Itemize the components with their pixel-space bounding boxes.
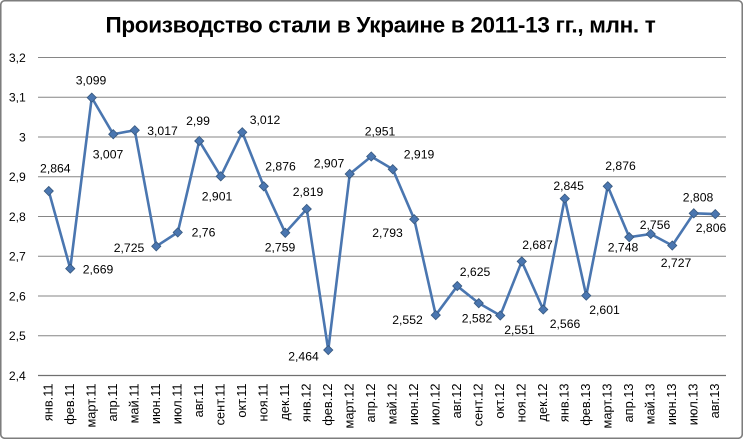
- svg-text:2,901: 2,901: [202, 189, 233, 203]
- svg-text:2,919: 2,919: [404, 147, 435, 161]
- svg-text:2,551: 2,551: [504, 323, 535, 337]
- svg-text:2,76: 2,76: [192, 226, 216, 240]
- svg-text:янв.13: янв.13: [556, 384, 571, 423]
- svg-text:2,725: 2,725: [114, 241, 145, 255]
- svg-text:2,687: 2,687: [522, 238, 553, 252]
- svg-text:апр.11: апр.11: [105, 384, 120, 422]
- svg-text:авг.12: авг.12: [449, 384, 464, 419]
- svg-text:авг.11: авг.11: [191, 384, 206, 418]
- svg-text:фев.12: фев.12: [320, 384, 335, 426]
- svg-text:2,808: 2,808: [683, 190, 714, 204]
- svg-text:июн.11: июн.11: [148, 384, 163, 425]
- svg-text:ноя.12: ноя.12: [513, 384, 528, 423]
- svg-text:2,625: 2,625: [460, 265, 491, 279]
- svg-text:дек.12: дек.12: [535, 384, 550, 422]
- svg-text:2,819: 2,819: [293, 185, 324, 199]
- svg-text:апр.13: апр.13: [621, 384, 636, 423]
- svg-text:2,793: 2,793: [372, 226, 403, 240]
- svg-text:2,845: 2,845: [553, 179, 584, 193]
- svg-text:3,1: 3,1: [9, 91, 26, 105]
- svg-text:окт.12: окт.12: [492, 384, 507, 419]
- svg-text:2,582: 2,582: [462, 311, 493, 325]
- svg-text:2,566: 2,566: [550, 317, 581, 331]
- svg-text:2,9: 2,9: [9, 170, 26, 184]
- svg-text:окт.11: окт.11: [234, 384, 249, 418]
- svg-text:май.13: май.13: [642, 384, 657, 425]
- svg-text:2,669: 2,669: [83, 262, 114, 276]
- svg-text:авг.13: авг.13: [707, 384, 722, 419]
- svg-text:3,2: 3,2: [9, 51, 26, 65]
- svg-text:2,756: 2,756: [640, 218, 671, 232]
- svg-text:3,012: 3,012: [250, 113, 281, 127]
- svg-text:3,007: 3,007: [93, 147, 124, 161]
- svg-text:2,727: 2,727: [661, 256, 692, 270]
- svg-text:2,876: 2,876: [605, 159, 636, 173]
- svg-text:янв.11: янв.11: [40, 384, 55, 422]
- svg-text:июл.11: июл.11: [169, 384, 184, 425]
- svg-text:2,806: 2,806: [696, 221, 727, 235]
- svg-text:2,552: 2,552: [392, 313, 423, 327]
- svg-text:фев.11: фев.11: [62, 384, 77, 425]
- svg-text:2,7: 2,7: [9, 250, 26, 264]
- svg-text:2,8: 2,8: [9, 210, 26, 224]
- svg-text:3: 3: [19, 130, 26, 144]
- svg-text:2,464: 2,464: [288, 349, 319, 363]
- svg-text:июн.12: июн.12: [406, 384, 421, 426]
- svg-text:фев.13: фев.13: [578, 384, 593, 426]
- svg-text:март.12: март.12: [341, 384, 356, 429]
- svg-text:апр.12: апр.12: [363, 384, 378, 423]
- svg-text:2,864: 2,864: [40, 161, 71, 175]
- svg-text:2,951: 2,951: [365, 125, 396, 139]
- svg-text:2,759: 2,759: [265, 240, 296, 254]
- svg-text:2,876: 2,876: [265, 159, 296, 173]
- svg-text:июл.13: июл.13: [685, 384, 700, 426]
- svg-text:март.11: март.11: [83, 384, 98, 428]
- svg-text:март.13: март.13: [599, 384, 614, 429]
- svg-text:май.12: май.12: [384, 384, 399, 425]
- svg-text:2,5: 2,5: [9, 329, 26, 343]
- svg-text:Производство стали в Украине в: Производство стали в Украине в 2011-13 г…: [105, 13, 655, 38]
- svg-text:дек.11: дек.11: [277, 384, 292, 421]
- svg-text:3,017: 3,017: [147, 124, 178, 138]
- svg-text:июл.12: июл.12: [427, 384, 442, 426]
- svg-text:2,748: 2,748: [608, 241, 639, 255]
- svg-text:янв.12: янв.12: [298, 384, 313, 423]
- svg-text:2,99: 2,99: [186, 114, 210, 128]
- svg-text:2,4: 2,4: [9, 369, 26, 383]
- svg-text:май.11: май.11: [126, 384, 141, 424]
- svg-text:июн.13: июн.13: [664, 384, 679, 426]
- svg-text:сент.12: сент.12: [470, 384, 485, 427]
- svg-text:3,099: 3,099: [76, 73, 107, 87]
- svg-text:2,601: 2,601: [589, 303, 620, 317]
- svg-text:2,907: 2,907: [314, 157, 345, 171]
- svg-text:ноя.11: ноя.11: [255, 384, 270, 422]
- svg-text:2,6: 2,6: [9, 289, 26, 303]
- svg-text:сент.11: сент.11: [212, 384, 227, 426]
